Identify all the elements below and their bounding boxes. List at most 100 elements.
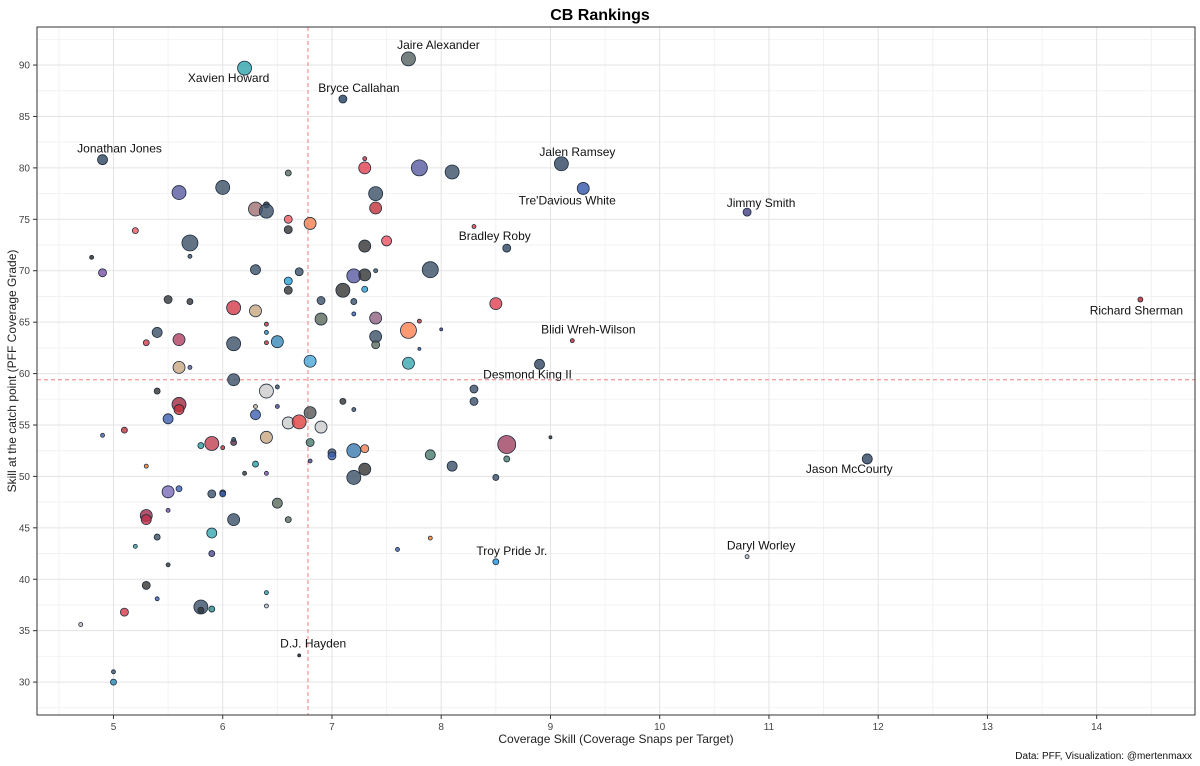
data-point <box>346 470 362 485</box>
data-point <box>207 489 217 499</box>
data-point <box>206 527 218 539</box>
y-tick-label: 65 <box>19 318 31 329</box>
data-point <box>421 261 439 279</box>
data-point <box>208 605 216 613</box>
data-point <box>283 225 293 234</box>
data-point <box>253 404 258 409</box>
data-point <box>173 404 185 415</box>
data-point <box>371 340 381 350</box>
data-point <box>444 164 460 180</box>
data-point <box>171 185 187 200</box>
data-point <box>119 607 129 617</box>
y-tick-label: 40 <box>19 575 31 586</box>
data-point <box>351 311 357 317</box>
data-point <box>283 214 293 224</box>
data-point <box>227 373 241 387</box>
point-annotation: Tre'Davious White <box>519 193 617 207</box>
data-point <box>361 285 369 293</box>
x-axis-label: Coverage Skill (Coverage Snaps per Targe… <box>498 732 733 746</box>
labeled-data-point <box>553 156 569 172</box>
point-annotation: Xavien Howard <box>188 71 269 85</box>
data-point <box>111 669 116 675</box>
data-point <box>274 384 280 390</box>
point-annotation: Jason McCourty <box>806 462 893 476</box>
data-point <box>369 201 383 215</box>
point-annotation: Jaire Alexander <box>397 38 480 52</box>
data-point <box>264 590 269 596</box>
grid-major <box>37 27 1195 715</box>
data-point <box>303 354 317 368</box>
data-point <box>427 535 433 541</box>
point-annotation: Jonathan Jones <box>77 142 162 156</box>
data-point <box>492 474 500 481</box>
point-annotation: Bryce Callahan <box>318 81 399 95</box>
point-annotation: Jalen Ramsey <box>539 145 615 159</box>
data-point <box>471 224 477 229</box>
data-point <box>350 298 358 305</box>
plot-panel <box>36 26 1196 716</box>
data-point <box>131 227 139 235</box>
data-point <box>165 562 171 568</box>
data-point <box>469 396 479 406</box>
labeled-data-point <box>492 558 500 566</box>
y-axis-ticks: 30 35 40 45 50 55 60 65 70 75 80 85 90 <box>19 61 37 689</box>
data-point <box>204 436 220 451</box>
labeled-data-point <box>534 358 545 370</box>
data-point <box>327 451 337 461</box>
data-point <box>335 282 351 298</box>
data-point <box>187 253 193 259</box>
data-point <box>469 384 479 394</box>
point-annotation: Jimmy Smith <box>727 196 796 210</box>
point-annotation: Blidi Wreh-Wilson <box>541 323 635 337</box>
data-point <box>271 497 283 509</box>
x-tick-label: 6 <box>220 722 226 733</box>
data-point <box>250 409 261 421</box>
data-point <box>264 470 269 476</box>
labeled-data-point <box>97 154 108 166</box>
labeled-data-point <box>1137 296 1144 303</box>
labeled-points-layer <box>97 51 1144 658</box>
data-point <box>439 327 444 332</box>
labeled-data-point <box>237 60 252 76</box>
data-point <box>284 169 292 177</box>
data-point <box>346 443 362 459</box>
data-point <box>410 159 428 177</box>
y-tick-label: 55 <box>19 420 31 431</box>
y-tick-label: 60 <box>19 369 31 380</box>
data-point <box>142 339 150 347</box>
data-point <box>303 406 317 420</box>
data-point <box>249 304 262 318</box>
data-point <box>548 435 553 440</box>
data-point <box>274 404 280 409</box>
data-point <box>215 180 231 195</box>
grid-minor <box>37 27 1195 715</box>
data-point <box>358 462 372 476</box>
x-tick-label: 10 <box>654 722 666 733</box>
y-tick-label: 85 <box>19 112 31 123</box>
point-annotation: Bradley Roby <box>459 229 531 243</box>
data-point <box>381 235 392 247</box>
data-point <box>395 547 400 552</box>
chart-title: CB Rankings <box>550 7 650 24</box>
data-point <box>351 407 357 412</box>
data-point <box>284 516 292 524</box>
labeled-data-point <box>744 554 750 560</box>
labeled-data-point <box>569 338 575 344</box>
data-point <box>227 513 241 527</box>
data-point <box>283 285 293 295</box>
data-point <box>250 264 261 276</box>
data-point <box>110 678 117 686</box>
data-point <box>100 432 105 438</box>
data-point <box>307 458 313 464</box>
data-point <box>181 234 199 252</box>
labeled-data-point <box>338 94 348 104</box>
data-point <box>291 414 307 430</box>
data-point <box>446 460 458 472</box>
labeled-data-point <box>742 207 752 217</box>
data-point <box>187 365 193 370</box>
data-point <box>316 296 326 305</box>
y-tick-label: 90 <box>19 61 31 72</box>
x-tick-label: 8 <box>438 722 444 733</box>
data-point <box>358 161 372 175</box>
data-point <box>161 485 175 499</box>
